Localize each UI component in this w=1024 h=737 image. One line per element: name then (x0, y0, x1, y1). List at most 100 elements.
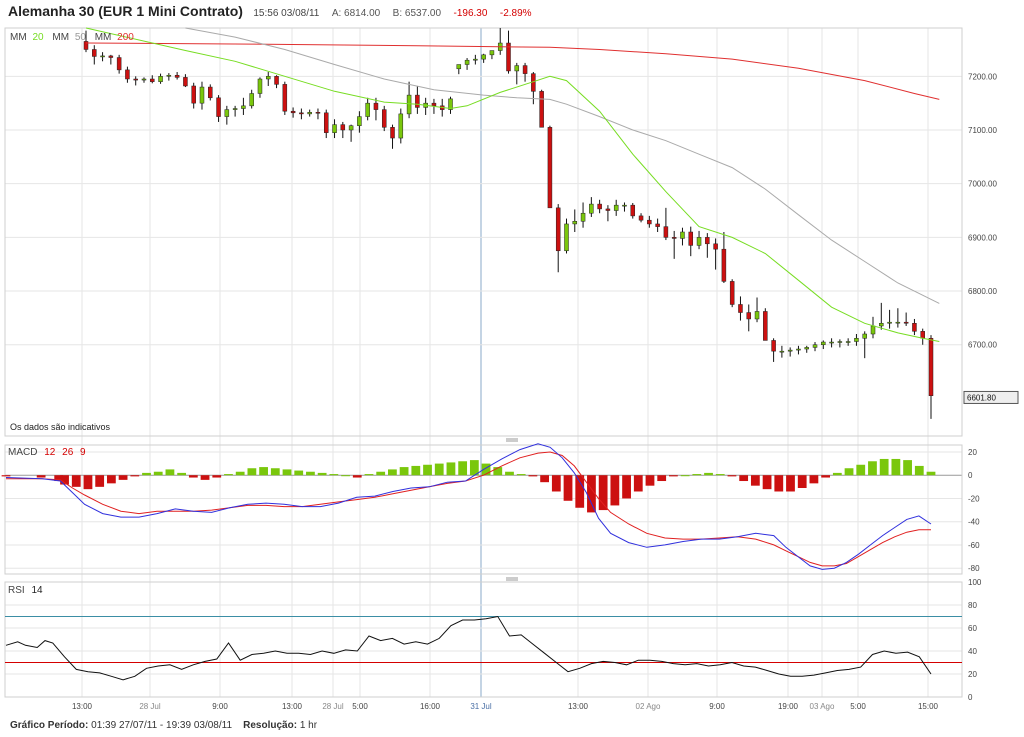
macd-histogram-bar (797, 475, 807, 488)
candle-down (282, 84, 288, 112)
candle-down (771, 340, 776, 352)
x-tick-label: 02 Ago (636, 702, 661, 711)
ma20-legend-value: 20 (32, 32, 44, 43)
macd-histogram-bar (200, 475, 210, 480)
macd-histogram-bar (598, 475, 608, 511)
rsi-y-tick-label: 100 (968, 578, 982, 587)
x-tick-label: 9:00 (709, 702, 725, 711)
last-price-label: 6601.80 (967, 393, 996, 402)
candle-up (456, 64, 462, 70)
candle-down (655, 223, 660, 227)
price-panel[interactable] (83, 27, 940, 419)
candle-up (821, 341, 826, 345)
candle-up (141, 78, 147, 81)
macd-histogram-bar (762, 475, 772, 490)
candle-up (398, 113, 404, 139)
price-y-tick-label: 6800.00 (968, 287, 997, 296)
macd-histogram-bar (423, 464, 432, 476)
candle-up (249, 93, 254, 107)
candle-up (464, 59, 470, 65)
macd-histogram-bar (903, 460, 912, 476)
rsi-panel[interactable] (5, 615, 962, 681)
macd-histogram-bar (926, 471, 936, 476)
macd-histogram-bar (130, 475, 140, 477)
macd-histogram-bar (739, 475, 749, 482)
price-change: -196.30 (453, 8, 488, 19)
rsi-y-tick-label: 80 (968, 601, 977, 610)
x-tick-label: 31 Jul (470, 702, 492, 711)
macd-histogram-bar (95, 475, 105, 487)
ma200-line (85, 42, 940, 100)
ma200-legend-label: MM (95, 32, 112, 43)
candle-down (174, 74, 180, 78)
macd-histogram-bar (177, 472, 187, 476)
candle-up (787, 349, 793, 352)
grid (5, 28, 962, 698)
candle-up (266, 76, 271, 80)
macd-histogram-bar (153, 471, 163, 476)
macd-histogram-bar (528, 475, 538, 477)
panel-border (4, 444, 963, 575)
macd-histogram-bar (364, 474, 374, 476)
macd-histogram-bar (821, 475, 831, 478)
candle-down (522, 65, 528, 74)
macd-histogram-bar (388, 469, 397, 476)
macd-histogram-bar (610, 475, 620, 506)
x-tick-label: 16:00 (420, 702, 441, 711)
macd-histogram-bar (434, 463, 444, 476)
rsi-param: 14 (31, 585, 43, 596)
candle-up (879, 323, 884, 327)
macd-histogram-bar (399, 467, 409, 476)
period-label: Gráfico Período: (10, 720, 89, 731)
candle-up (829, 341, 834, 344)
candle-up (580, 212, 586, 222)
macd-histogram-bar (540, 475, 549, 483)
macd-histogram-bar (551, 475, 561, 492)
chart-frame (4, 27, 963, 698)
period-value: 01:39 27/07/11 - 19:39 03/08/11 (91, 720, 232, 731)
candle-down (323, 112, 329, 133)
macd-histogram-bar (657, 475, 667, 482)
price-y-tick-label: 7100.00 (968, 126, 997, 135)
rsi-y-tick-label: 60 (968, 624, 977, 633)
candle-down (903, 321, 909, 324)
chart-canvas[interactable]: 13:00 28 Jul 9:00 13:00 28 Jul 5:00 16:00 31 Ju… (0, 0, 1024, 718)
macd-histogram-bar (914, 465, 924, 476)
candle-down (729, 281, 735, 305)
macd-histogram-bar (680, 475, 690, 477)
macd-histogram-bar (481, 463, 491, 476)
candle-up (589, 203, 594, 214)
price-y-tick-label: 7000.00 (968, 180, 997, 189)
candle-down (290, 110, 296, 114)
macd-panel[interactable] (1, 443, 936, 570)
axes: 13:00 28 Jul 9:00 13:00 28 Jul 5:00 16:00 31 Ju… (72, 72, 1019, 711)
candle-down (506, 42, 511, 72)
candle-down (928, 338, 934, 396)
macd-histogram-bar (879, 458, 889, 476)
candle-up (332, 124, 337, 133)
candle-up (241, 105, 246, 109)
macd-histogram-bar (469, 460, 479, 476)
candle-down (183, 77, 188, 87)
candle-down (373, 102, 379, 110)
candle-up (845, 341, 851, 343)
macd-histogram-bar (493, 467, 503, 476)
x-tick-label: 5:00 (352, 702, 368, 711)
macd-histogram-bar (306, 471, 315, 476)
ma50-legend-value: 50 (75, 32, 87, 43)
macd-param-slow: 26 (62, 447, 74, 458)
macd-histogram-bar (235, 471, 245, 476)
indicative-note: Os dados são indicativos (10, 422, 111, 432)
macd-histogram-bar (832, 472, 842, 476)
candle-down (299, 112, 304, 115)
candle-up (680, 231, 685, 239)
macd-histogram-bar (516, 474, 526, 476)
candle-down (216, 97, 221, 117)
candle-up (696, 237, 702, 246)
candle-down (605, 208, 611, 211)
candle-down (555, 207, 561, 252)
candle-up (796, 348, 801, 351)
macd-histogram-bar (282, 469, 292, 476)
macd-histogram-bar (868, 461, 877, 476)
macd-param-fast: 12 (44, 447, 56, 458)
